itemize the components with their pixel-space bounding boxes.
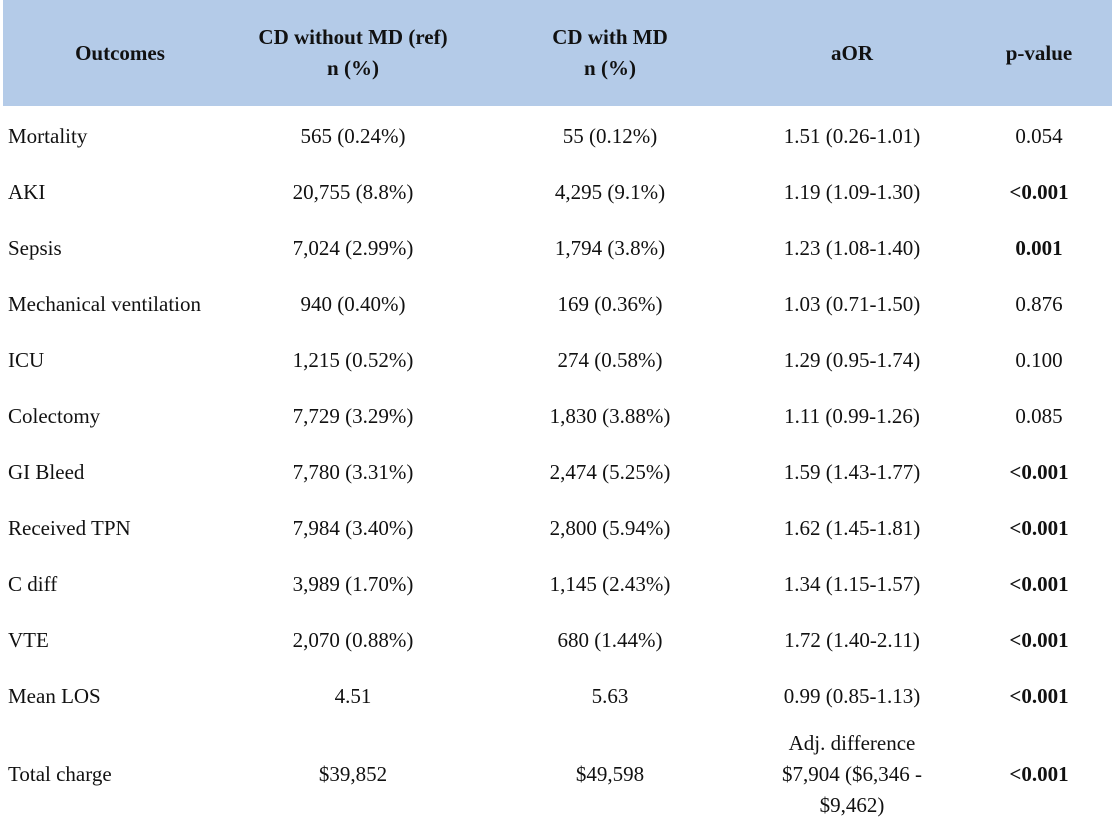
header-cd-without-md: CD without MD (ref) n (%) (258, 25, 448, 80)
table-header: Outcomes CD without MD (ref) n (%) CD wi… (3, 0, 1112, 106)
cell-outcome: Total charge (8, 761, 112, 786)
cell-pvalue: <0.001 (1009, 761, 1069, 786)
cell-outcome: C diff (8, 571, 58, 596)
cell-aor: 1.23 (1.08-1.40) (783, 235, 921, 260)
table-row: Colectomy 7,729 (3.29%) 1,830 (3.88%) 1.11 … (0, 388, 1112, 444)
cell-pvalue: <0.001 (1009, 683, 1069, 708)
cell-without-md: 2,070 (0.88%) (292, 627, 414, 652)
cell-outcome: VTE (8, 627, 49, 652)
cell-without-md: 4.51 (334, 683, 372, 708)
cell-pvalue: <0.001 (1009, 179, 1069, 204)
table-row: ICU 1,215 (0.52%) 274 (0.58%) 1.29 (0.95-1.… (0, 332, 1112, 388)
table-row: C diff 3,989 (1.70%) 1,145 (2.43%) 1.34 (1.… (0, 556, 1112, 612)
table-row: Mean LOS 4.51 5.63 0.99 (0.85-1.13) <0.001 (0, 668, 1112, 724)
cell-with-md: 55 (0.12%) (562, 123, 658, 148)
cell-with-md: 1,794 (3.8%) (554, 235, 666, 260)
cell-outcome: Received TPN (8, 515, 131, 540)
cell-with-md: 2,800 (5.94%) (549, 515, 671, 540)
cell-pvalue: <0.001 (1009, 571, 1069, 596)
cell-pvalue: <0.001 (1009, 459, 1069, 484)
cell-pvalue: 0.054 (1015, 123, 1063, 148)
cell-without-md: 940 (0.40%) (300, 291, 406, 316)
cell-with-md: $49,598 (575, 761, 645, 786)
cell-without-md: 20,755 (8.8%) (292, 179, 414, 204)
cell-aor: 1.03 (0.71-1.50) (783, 291, 921, 316)
cell-outcome: GI Bleed (8, 459, 85, 484)
cell-without-md: $39,852 (318, 761, 388, 786)
cell-outcome: AKI (8, 179, 46, 204)
cell-with-md: 4,295 (9.1%) (554, 179, 666, 204)
cell-without-md: 7,729 (3.29%) (292, 403, 414, 428)
cell-pvalue: <0.001 (1009, 627, 1069, 652)
table-row: Sepsis 7,024 (2.99%) 1,794 (3.8%) 1.23 (1.0… (0, 220, 1112, 276)
cell-pvalue: <0.001 (1009, 515, 1069, 540)
cell-aor: 1.72 (1.40-2.11) (784, 627, 920, 652)
cell-with-md: 1,145 (2.43%) (549, 571, 671, 596)
cell-aor: 1.34 (1.15-1.57) (783, 571, 921, 596)
cell-outcome: Mechanical ventilation (8, 291, 202, 316)
cell-without-md: 7,024 (2.99%) (292, 235, 414, 260)
cell-outcome: Mortality (8, 123, 88, 148)
cell-aor: 1.51 (0.26-1.01) (783, 123, 921, 148)
cell-outcome: Sepsis (8, 235, 62, 260)
table-row: Mechanical ventilation 940 (0.40%) 169 (0.… (0, 276, 1112, 332)
cell-pvalue: 0.876 (1015, 291, 1063, 316)
cell-aor: 0.99 (0.85-1.13) (783, 683, 921, 708)
cell-with-md: 680 (1.44%) (557, 627, 663, 652)
cell-outcome: Mean LOS (8, 683, 101, 708)
cell-with-md: 2,474 (5.25%) (549, 459, 671, 484)
cell-aor: 1.11 (0.99-1.26) (784, 403, 920, 428)
table-row-total-charge: Total charge $39,852 $49,598 Adj. differ… (0, 724, 1112, 824)
cell-without-md: 7,984 (3.40%) (292, 515, 414, 540)
cell-pvalue: 0.001 (1015, 235, 1063, 260)
cell-pvalue: 0.100 (1015, 347, 1063, 372)
cell-with-md: 5.63 (591, 683, 629, 708)
header-aor: aOR (831, 40, 873, 65)
cell-with-md: 274 (0.58%) (557, 347, 663, 372)
cell-aor: 1.29 (0.95-1.74) (783, 347, 921, 372)
cell-with-md: 1,830 (3.88%) (549, 403, 671, 428)
cell-outcome: ICU (8, 347, 45, 372)
table-row: Mortality 565 (0.24%) 55 (0.12%) 1.51 (0.26… (0, 108, 1112, 164)
cell-aor: 1.59 (1.43-1.77) (783, 459, 921, 484)
table-row: VTE 2,070 (0.88%) 680 (1.44%) 1.72 (1.40-2.… (0, 612, 1112, 668)
cell-aor: 1.62 (1.45-1.81) (783, 515, 921, 540)
cell-pvalue: 0.085 (1015, 403, 1063, 428)
cell-with-md: 169 (0.36%) (557, 291, 663, 316)
cell-outcome: Colectomy (8, 403, 101, 428)
cell-aor: 1.19 (1.09-1.30) (783, 179, 921, 204)
cell-adj-difference: Adj. difference $7,904 ($6,346 - $9,462) (782, 730, 922, 817)
cell-without-md: 1,215 (0.52%) (292, 347, 414, 372)
table-row: Received TPN 7,984 (3.40%) 2,800 (5.94%) 1.… (0, 500, 1112, 556)
table-row: AKI 20,755 (8.8%) 4,295 (9.1%) 1.19 (1.09-1… (0, 164, 1112, 220)
cell-without-md: 7,780 (3.31%) (292, 459, 414, 484)
header-pvalue: p-value (1005, 40, 1073, 65)
header-cd-with-md: CD with MD n (%) (552, 25, 668, 80)
cell-without-md: 565 (0.24%) (300, 123, 406, 148)
header-outcomes: Outcomes (75, 40, 165, 65)
cell-without-md: 3,989 (1.70%) (292, 571, 414, 596)
table-row: GI Bleed 7,780 (3.31%) 2,474 (5.25%) 1.59 (… (0, 444, 1112, 500)
